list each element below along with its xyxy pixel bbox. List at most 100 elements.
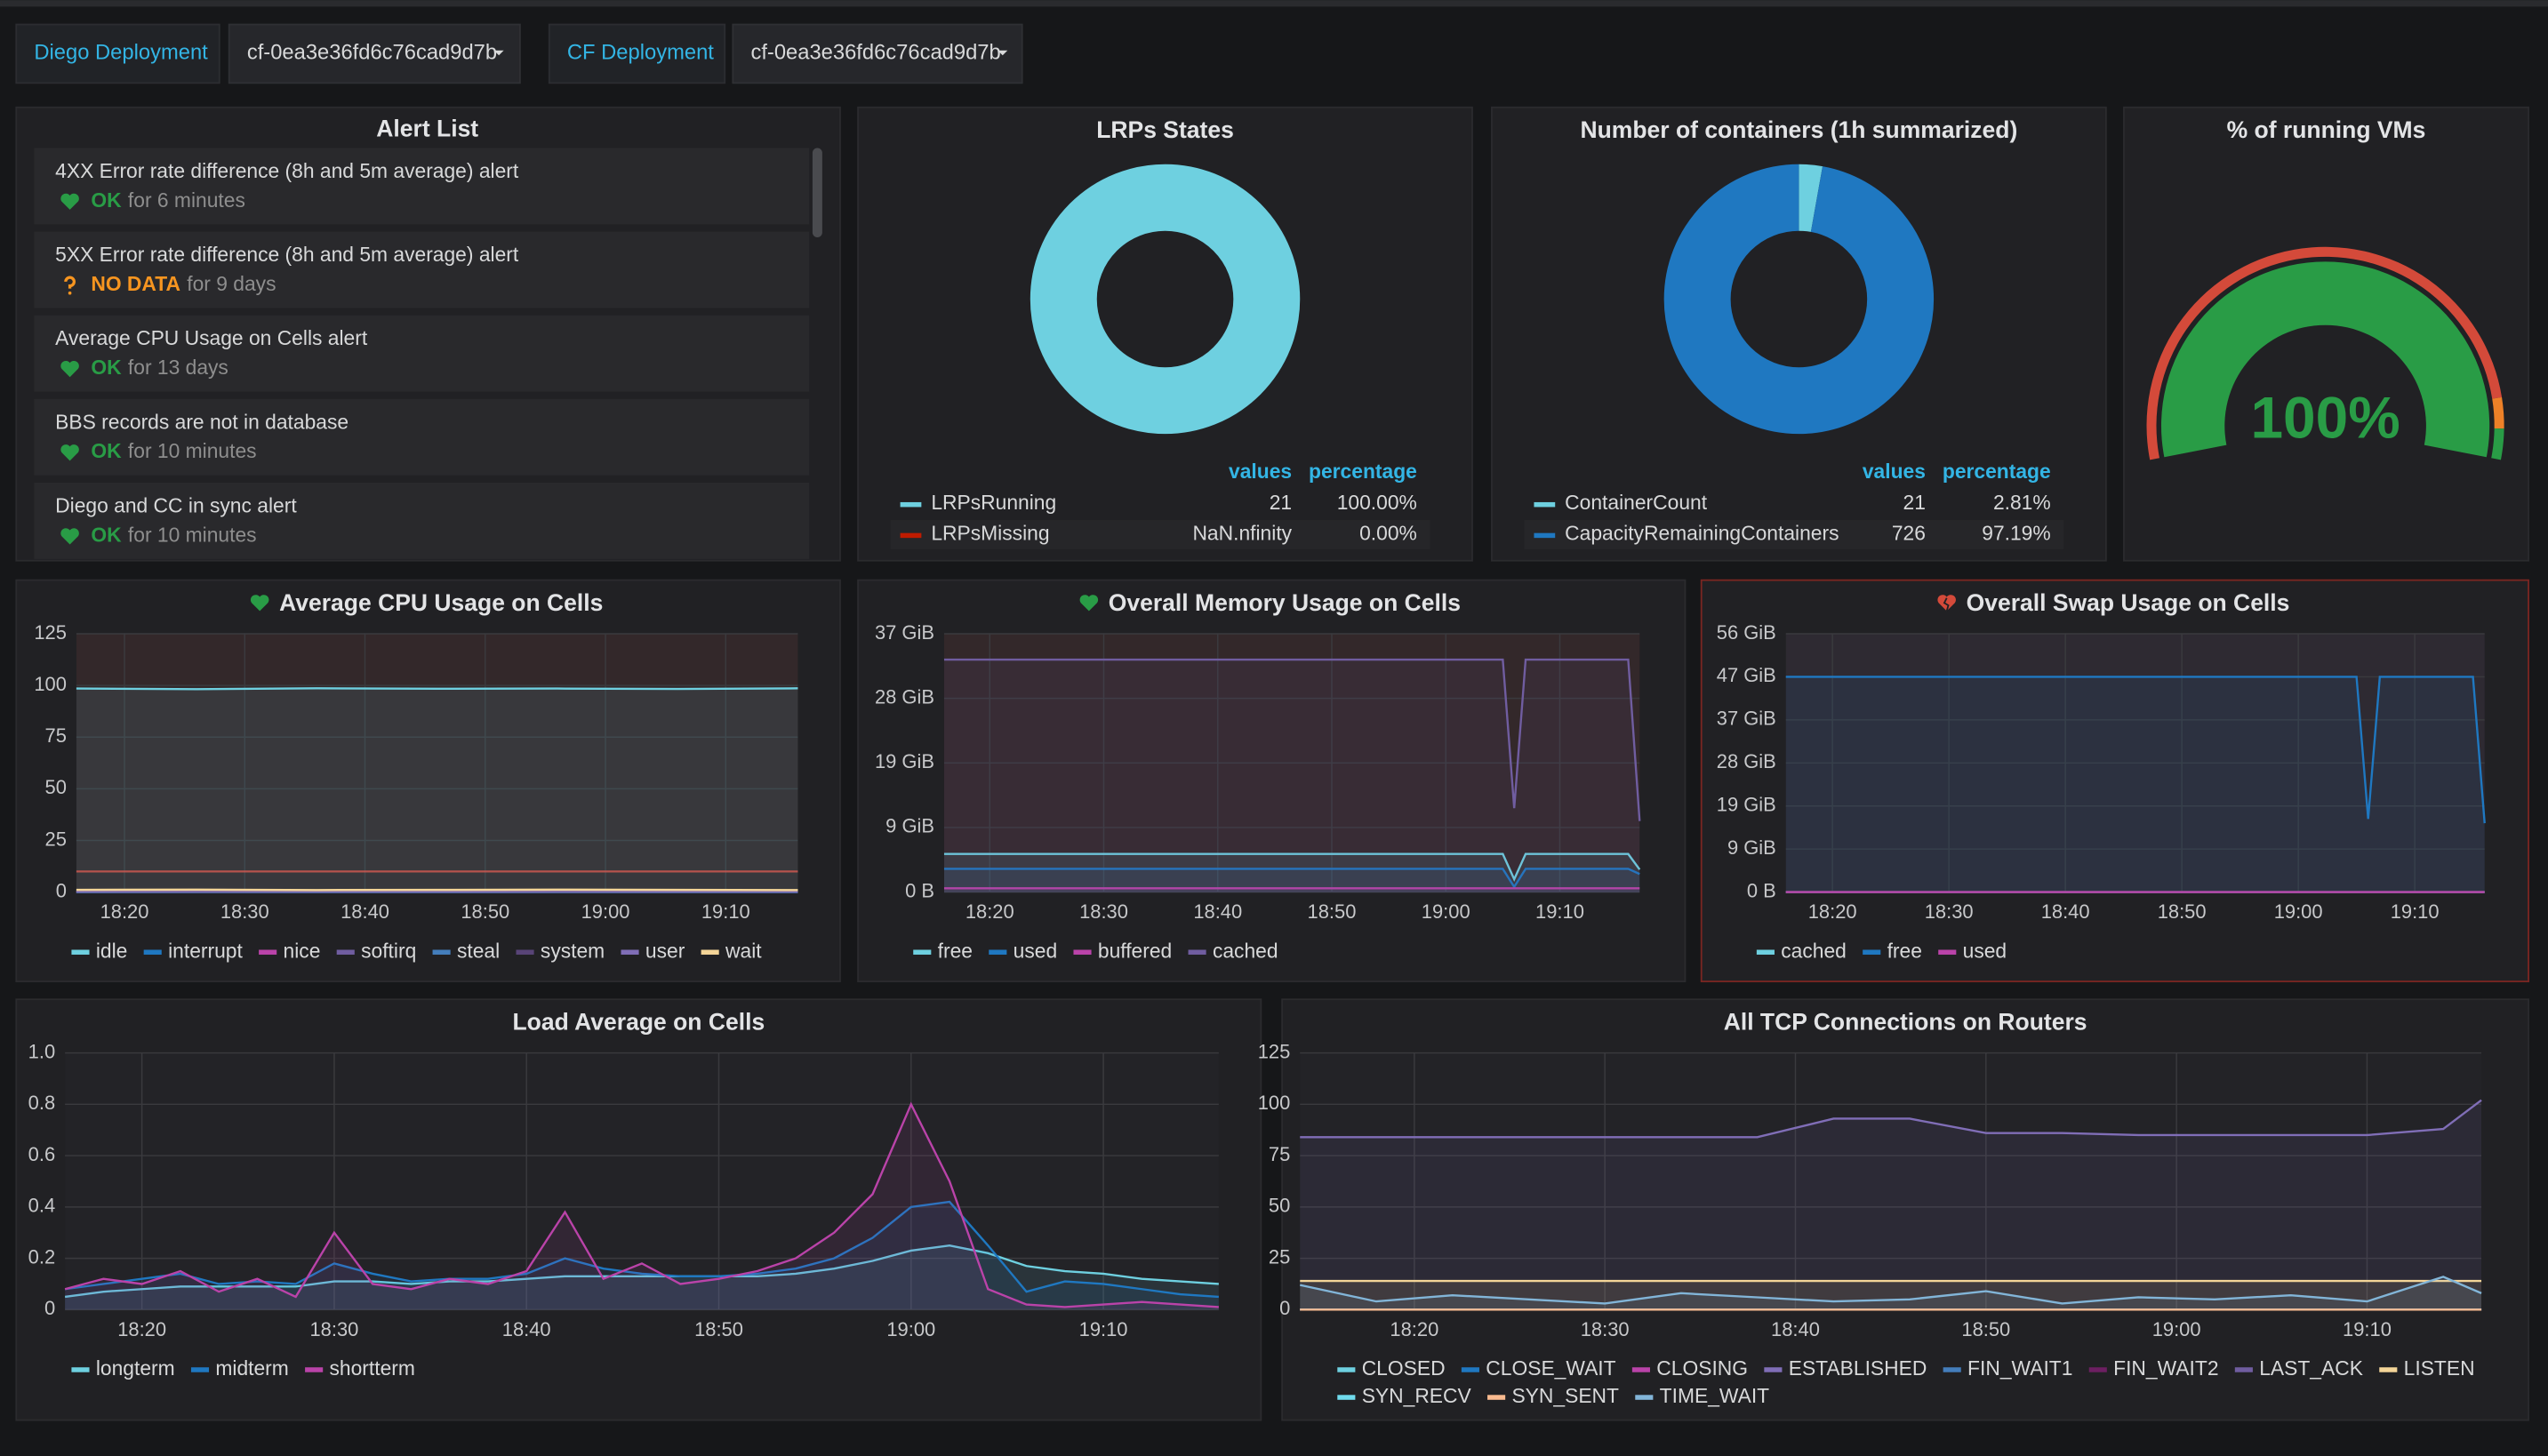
variable-label-box [15,23,220,84]
y-tick-label: 0 B [1747,879,1776,901]
alert-item [34,148,810,225]
series-fill [1300,1100,2482,1310]
top-strip [0,0,2548,7]
x-tick-label: 19:10 [701,900,750,923]
y-tick-label: 50 [1269,1195,1290,1217]
y-tick-label: 47 GiB [1717,664,1776,686]
x-tick-label: 18:40 [502,1318,551,1340]
x-tick-label: 18:30 [309,1318,358,1340]
series-line [64,1200,1219,1299]
icon-shape [1079,595,1099,612]
legend-label: CLOSE_WAIT [1486,1356,1615,1380]
x-tick-label: 19:00 [1422,900,1470,923]
series-fill [943,660,1640,892]
alert-name: 5XX Error rate difference (8h and 5m ave… [55,243,519,266]
y-tick-label: 0.8 [28,1092,55,1114]
x-tick-label: 19:00 [886,1318,935,1340]
series-fill [1300,1276,2482,1310]
legend-swatch [913,949,932,955]
legend-name: CapacityRemainingContainers [1565,522,1839,545]
x-tick-label: 18:50 [461,900,509,923]
series-line [1299,1276,2482,1305]
gauge-threshold [2491,428,2504,460]
legend-header: values [1229,460,1292,483]
legend-label: midterm [215,1356,288,1380]
x-tick-label: 18:20 [1390,1318,1438,1340]
gauge-label: 100% [2250,385,2400,451]
alert-name: Average CPU Usage on Cells alert [55,326,368,349]
legend-swatch [1534,532,1556,539]
panel-title: Average CPU Usage on Cells [279,589,603,616]
variable-dropdown[interactable] [228,23,521,84]
alert-state: OK [91,188,122,212]
icon-heart [250,595,269,612]
alert-name: 4XX Error rate difference (8h and 5m ave… [55,159,519,182]
x-tick-label: 19:10 [1079,1318,1128,1340]
y-tick-label: 0 [56,879,67,901]
caret [998,50,1008,56]
legend-name: LRPsRunning [931,491,1056,514]
icon-shape [60,193,79,210]
alert-state: OK [91,439,122,462]
icon-heart [60,528,79,545]
y-tick-label: 37 GiB [1717,708,1776,730]
series-fill [65,1245,1219,1310]
variable-dropdown[interactable] [732,23,1023,84]
alert-item [34,483,810,559]
icon-shape [250,595,269,612]
y-tick-label: 25 [1269,1245,1290,1268]
legend-swatch [989,949,1007,955]
panel-title: Overall Memory Usage on Cells [1109,589,1461,616]
y-tick-label: 125 [34,621,67,644]
pie-slice [1030,164,1301,435]
legend-label: steal [457,939,500,962]
y-tick-label: 56 GiB [1717,621,1776,644]
variable-value[interactable]: cf-0ea3e36fd6c76cad9d7b [247,41,497,65]
panel-title: LRPs States [1096,116,1234,143]
x-tick-label: 18:30 [220,900,269,923]
legend-stripe [1524,520,2064,549]
y-tick-label: 125 [1258,1040,1291,1062]
legend-swatch [1337,1367,1356,1372]
x-tick-label: 19:10 [2391,900,2440,923]
series-fill [943,868,1640,892]
legend-swatch [71,949,90,955]
x-tick-label: 18:50 [2158,900,2207,923]
legend-label: CLOSED [1362,1356,1446,1380]
y-tick-label: 50 [45,776,67,798]
legend-swatch [1073,949,1092,955]
alert-duration: for 10 minutes [128,523,257,546]
legend-label: user [645,939,685,962]
x-tick-label: 18:40 [1193,900,1242,923]
legend-swatch [1487,1395,1506,1400]
x-tick-label: 19:00 [2152,1318,2201,1340]
legend-label: FIN_WAIT2 [2113,1356,2218,1380]
icon-shape [60,444,79,461]
alert-item [34,231,810,308]
legend-swatch [621,949,639,955]
panel-title: % of running VMs [2227,116,2426,143]
variable-value[interactable]: cf-0ea3e36fd6c76cad9d7b [750,41,1000,65]
legend-label: shortterm [330,1356,415,1380]
legend-label: longterm [96,1356,175,1380]
x-tick-label: 18:30 [1925,900,1974,923]
legend-swatch [2088,1367,2107,1372]
legend-swatch [432,949,451,955]
alert-duration: for 9 days [187,272,276,295]
y-tick-label: 25 [45,828,67,850]
y-tick-label: 1.0 [28,1040,55,1062]
icon-shape [1937,595,1956,612]
y-tick-label: 0.2 [28,1245,55,1268]
plot-area [76,633,798,892]
legend-name: LRPsMissing [931,522,1049,545]
panel-title: Alert List [376,115,478,141]
alert-name: Diego and CC in sync alert [55,493,297,516]
scrollbar[interactable] [812,148,822,238]
alert-state: OK [91,523,122,546]
legend-swatch [1631,1367,1650,1372]
variable-label: Diego Deployment [34,41,208,65]
legend-swatch [2234,1367,2253,1372]
gauge-value [2160,261,2490,458]
legend-label: cached [1213,939,1278,962]
y-tick-label: 19 GiB [875,750,934,772]
